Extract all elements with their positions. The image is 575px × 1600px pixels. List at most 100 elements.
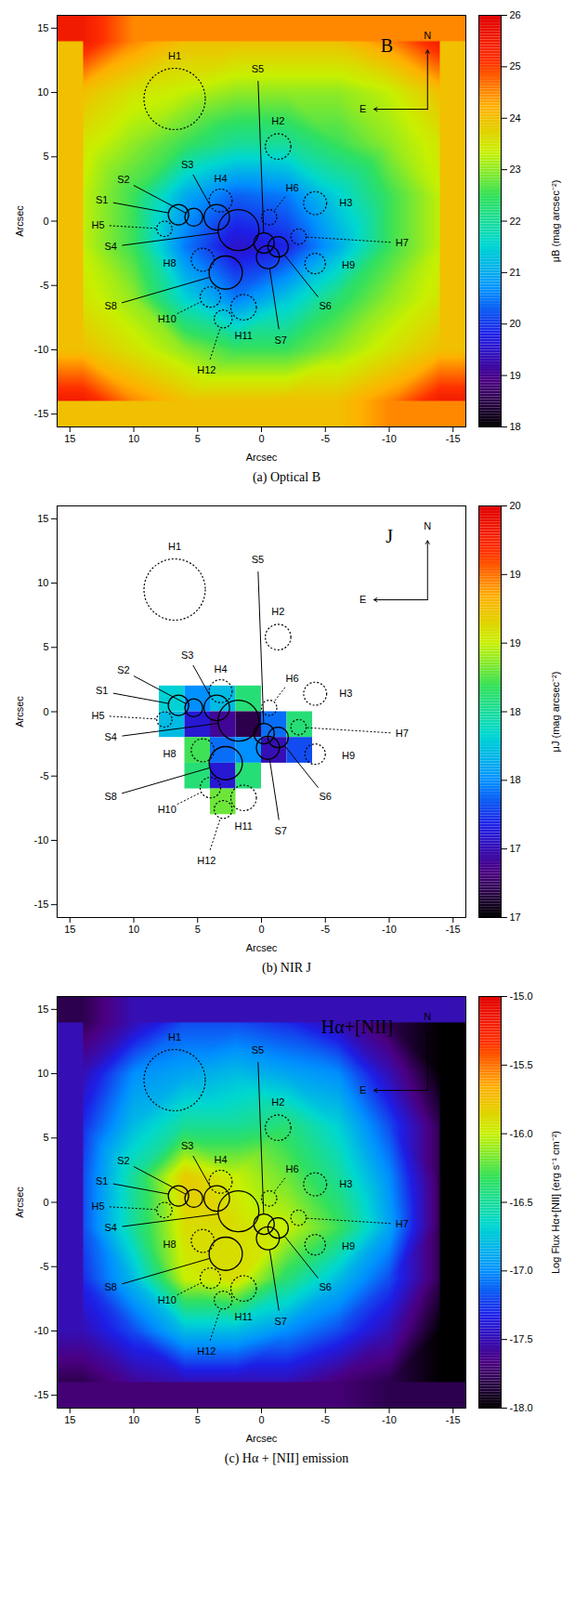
svg-text:S6: S6 — [319, 1280, 332, 1293]
svg-text:26: 26 — [509, 9, 522, 21]
svg-text:5: 5 — [42, 640, 49, 653]
svg-text:Arcsec: Arcsec — [13, 1186, 26, 1218]
svg-text:E: E — [359, 1084, 366, 1096]
svg-text:B: B — [380, 35, 393, 56]
svg-text:S5: S5 — [251, 553, 264, 565]
svg-text:20: 20 — [509, 499, 522, 511]
svg-text:10: 10 — [128, 1413, 140, 1425]
svg-text:H12: H12 — [196, 854, 216, 866]
svg-text:H11: H11 — [235, 820, 253, 832]
svg-text:-10: -10 — [34, 343, 50, 355]
svg-text:-15.0: -15.0 — [509, 990, 534, 1002]
svg-text:15: 15 — [64, 923, 76, 935]
svg-text:21: 21 — [509, 266, 522, 278]
svg-text:E: E — [359, 593, 366, 605]
svg-text:S5: S5 — [251, 63, 264, 75]
svg-text:-10: -10 — [381, 432, 397, 445]
svg-text:22: 22 — [509, 215, 522, 227]
svg-text:H7: H7 — [395, 727, 409, 739]
svg-text:0: 0 — [42, 705, 49, 718]
svg-text:5: 5 — [195, 923, 201, 935]
svg-text:17: 17 — [509, 911, 522, 923]
svg-text:N: N — [423, 29, 432, 41]
svg-text:S8: S8 — [104, 790, 118, 802]
svg-text:H8: H8 — [162, 747, 176, 759]
svg-text:S1: S1 — [95, 684, 108, 696]
svg-text:S4: S4 — [104, 731, 118, 743]
svg-text:15: 15 — [37, 1003, 49, 1015]
svg-text:-5: -5 — [39, 279, 50, 291]
svg-text:0: 0 — [42, 215, 49, 227]
svg-text:5: 5 — [42, 150, 49, 162]
svg-text:15: 15 — [37, 22, 49, 34]
svg-text:H3: H3 — [339, 1177, 353, 1190]
svg-text:20: 20 — [509, 317, 522, 329]
svg-text:S6: S6 — [319, 300, 332, 312]
svg-text:H10: H10 — [157, 1293, 177, 1306]
svg-text:H4: H4 — [213, 172, 227, 184]
svg-text:19: 19 — [509, 568, 522, 580]
svg-text:Arcsec: Arcsec — [13, 695, 26, 728]
svg-text:-5: -5 — [320, 923, 330, 935]
svg-text:H2: H2 — [271, 605, 285, 617]
svg-text:N: N — [423, 520, 432, 532]
svg-text:-15: -15 — [34, 898, 50, 910]
svg-text:H9: H9 — [341, 749, 355, 761]
svg-text:H2: H2 — [271, 1096, 285, 1108]
svg-text:H1: H1 — [168, 540, 182, 552]
svg-text:S1: S1 — [95, 194, 108, 206]
svg-text:0: 0 — [258, 432, 264, 445]
svg-text:5: 5 — [42, 1131, 49, 1143]
svg-text:-5: -5 — [39, 1260, 50, 1272]
svg-text:10: 10 — [37, 86, 49, 98]
svg-text:Arcsec: Arcsec — [246, 1432, 278, 1444]
svg-text:-10: -10 — [381, 923, 397, 935]
svg-text:S3: S3 — [181, 649, 194, 661]
svg-text:15: 15 — [64, 432, 76, 445]
svg-text:10: 10 — [128, 432, 140, 445]
svg-text:-16.0: -16.0 — [509, 1127, 534, 1139]
svg-text:H9: H9 — [341, 259, 355, 271]
svg-text:5: 5 — [195, 432, 201, 445]
svg-text:S2: S2 — [117, 1154, 130, 1166]
svg-text:H5: H5 — [91, 219, 105, 231]
svg-text:H8: H8 — [162, 1238, 176, 1250]
svg-text:25: 25 — [509, 60, 522, 72]
svg-text:-10: -10 — [34, 1324, 50, 1336]
svg-text:H7: H7 — [395, 236, 409, 249]
svg-text:19: 19 — [509, 369, 522, 381]
svg-text:S5: S5 — [251, 1044, 264, 1056]
svg-text:Log Flux Hα+[NII] (erg s⁻¹ cm⁻: Log Flux Hα+[NII] (erg s⁻¹ cm⁻²) — [549, 1130, 562, 1274]
svg-text:0: 0 — [258, 1413, 264, 1425]
svg-text:S2: S2 — [117, 664, 130, 676]
svg-text:S4: S4 — [104, 1221, 118, 1233]
svg-text:-5: -5 — [320, 432, 330, 445]
svg-text:H4: H4 — [213, 663, 227, 675]
svg-text:10: 10 — [37, 576, 49, 589]
svg-text:-15.5: -15.5 — [509, 1058, 534, 1071]
svg-text:10: 10 — [128, 923, 140, 935]
svg-text:24: 24 — [509, 112, 522, 124]
svg-text:Arcsec: Arcsec — [246, 451, 278, 463]
svg-text:H8: H8 — [162, 257, 176, 269]
svg-text:H6: H6 — [285, 182, 299, 194]
svg-text:S2: S2 — [117, 173, 130, 185]
svg-text:Arcsec: Arcsec — [13, 205, 26, 237]
svg-text:18: 18 — [509, 420, 522, 432]
svg-text:17: 17 — [509, 842, 522, 854]
svg-text:0: 0 — [42, 1196, 49, 1208]
svg-text:-15: -15 — [445, 923, 461, 935]
svg-text:S7: S7 — [274, 824, 287, 837]
svg-text:H12: H12 — [196, 364, 216, 376]
svg-text:S4: S4 — [104, 240, 118, 252]
svg-text:-15: -15 — [34, 407, 50, 419]
svg-text:5: 5 — [195, 1413, 201, 1425]
svg-text:S8: S8 — [104, 300, 118, 312]
svg-text:H5: H5 — [91, 1200, 105, 1212]
svg-text:H3: H3 — [339, 687, 353, 699]
svg-text:H2: H2 — [271, 115, 285, 127]
svg-text:Arcsec: Arcsec — [246, 941, 278, 954]
svg-text:H1: H1 — [168, 50, 182, 62]
svg-text:N: N — [423, 1010, 432, 1022]
svg-text:H6: H6 — [285, 672, 299, 684]
